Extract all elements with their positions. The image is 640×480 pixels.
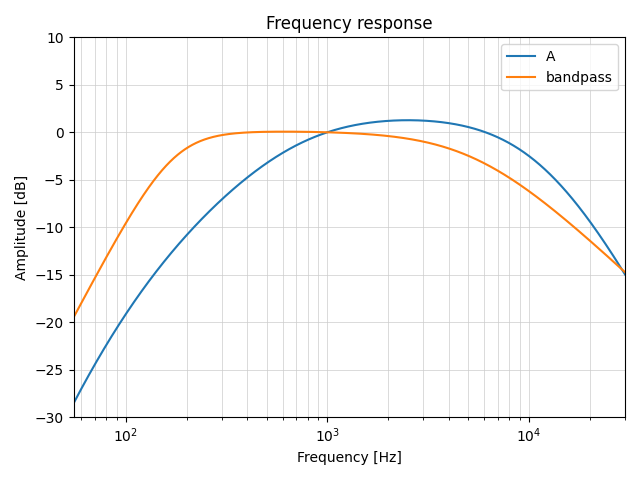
A	[605, 247, 613, 252]
Line: bandpass: bandpass	[74, 132, 625, 317]
X-axis label: Frequency [Hz]: Frequency [Hz]	[297, 451, 402, 465]
bandpass	[323, 130, 331, 135]
bandpass	[98, 263, 106, 268]
bandpass	[280, 129, 288, 134]
bandpass	[605, 255, 613, 261]
A	[323, 130, 331, 135]
A	[504, 140, 512, 145]
A	[70, 401, 77, 407]
Legend: A, bandpass: A, bandpass	[501, 44, 618, 90]
A	[605, 246, 613, 252]
A	[404, 117, 412, 123]
A	[621, 272, 629, 277]
Y-axis label: Amplitude [dB]: Amplitude [dB]	[15, 175, 29, 280]
Title: Frequency response: Frequency response	[266, 15, 433, 33]
Line: A: A	[74, 120, 625, 404]
bandpass	[338, 130, 346, 136]
bandpass	[504, 174, 512, 180]
bandpass	[621, 269, 629, 275]
bandpass	[605, 255, 613, 261]
A	[98, 350, 106, 356]
A	[338, 125, 346, 131]
bandpass	[70, 314, 77, 320]
